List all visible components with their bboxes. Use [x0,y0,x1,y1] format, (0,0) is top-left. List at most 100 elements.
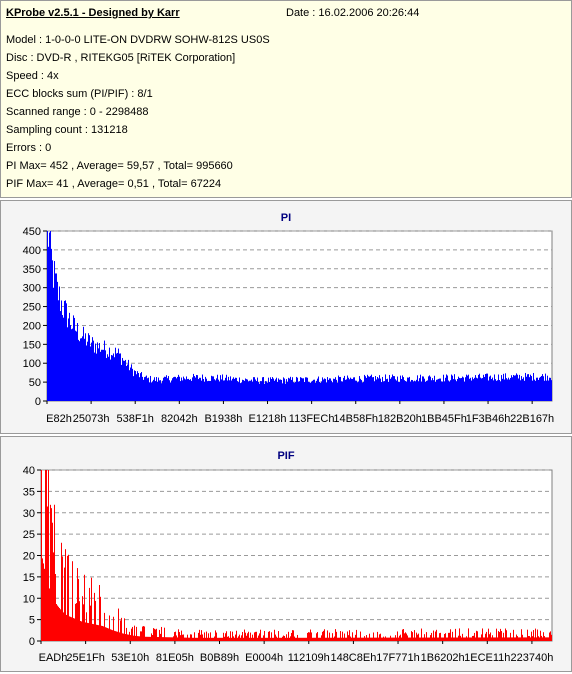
data-bar [306,637,307,641]
data-bar [468,374,469,401]
data-bar [285,637,286,641]
data-bar [285,383,286,401]
data-bar [446,374,447,401]
data-bar [437,379,438,401]
data-bar [218,379,219,401]
data-bar [458,376,459,401]
data-bar [422,637,423,641]
data-bar [161,383,162,401]
data-bar [240,383,241,401]
data-bar [462,633,463,641]
data-bar [461,637,462,641]
data-bar [392,374,393,401]
data-bar [481,634,482,641]
data-bar [249,637,250,641]
data-bar [283,635,284,641]
data-bar [436,379,437,401]
data-bar [48,470,49,641]
data-bar [155,629,156,641]
data-bar [252,634,253,641]
data-bar [324,378,325,401]
data-bar [499,632,500,641]
data-bar [527,629,528,641]
data-bar [176,378,177,401]
data-bar [451,374,452,401]
data-bar [209,380,210,401]
data-bar [534,379,535,401]
data-bar [362,382,363,401]
data-bar [489,634,490,641]
data-bar [287,637,288,641]
data-bar [310,629,311,641]
data-bar [402,629,403,641]
data-bar [272,637,273,641]
data-bar [375,376,376,401]
data-bar [189,379,190,401]
data-bar [232,378,233,401]
data-bar [264,383,265,401]
data-bar [416,379,417,401]
data-bar [171,380,172,401]
data-bar [519,637,520,641]
data-bar [237,637,238,641]
data-bar [269,381,270,401]
data-bar [152,635,153,641]
data-bar [516,373,517,401]
data-bar [312,637,313,641]
x-tick-label: 81E05h [156,652,194,664]
data-bar [395,635,396,641]
data-bar [355,634,356,641]
pi-chart: PI 0 50 100 150 200 250 300 350 400 450 E82h 25073h 5… [23,212,555,425]
data-bar [203,378,204,401]
data-bar [286,379,287,401]
data-bar [291,379,292,401]
data-bar [344,375,345,401]
data-bar [365,637,366,641]
data-bar [524,380,525,401]
data-bar [512,637,513,641]
data-bar [501,631,502,641]
data-bar [456,637,457,641]
data-bar [394,376,395,401]
data-bar [517,636,518,641]
data-bar [338,375,339,401]
data-bar [449,381,450,401]
data-bar [263,635,264,641]
data-bar [206,631,207,641]
data-bar [551,634,552,641]
data-bar [292,377,293,401]
data-bar [421,628,422,641]
data-bar [230,376,231,401]
data-bar [463,377,464,401]
data-bar [439,633,440,641]
data-bar [412,632,413,641]
data-bar [268,631,269,641]
data-bar [207,637,208,641]
data-bar [318,637,319,641]
data-bar [544,636,545,641]
scan-date: Date : 16.02.2006 20:26:44 [286,7,420,19]
data-bar [92,623,93,641]
data-bar [148,636,149,641]
data-bar [166,375,167,401]
data-bar [483,374,484,401]
data-bar [407,377,408,401]
data-bar [287,381,288,401]
data-bar [202,634,203,641]
data-bar [416,632,417,641]
data-bar [441,637,442,641]
data-bar [220,637,221,641]
data-bar [143,379,144,401]
data-bar [207,381,208,401]
data-bar [235,634,236,641]
data-bar [64,567,65,641]
data-bar [496,380,497,401]
data-bar [491,379,492,401]
data-bar [246,635,247,641]
data-bar [254,632,255,641]
data-bar [47,231,48,401]
data-bar [526,376,527,401]
data-bar [229,637,230,641]
data-bar [470,377,471,401]
data-bar [166,637,167,641]
